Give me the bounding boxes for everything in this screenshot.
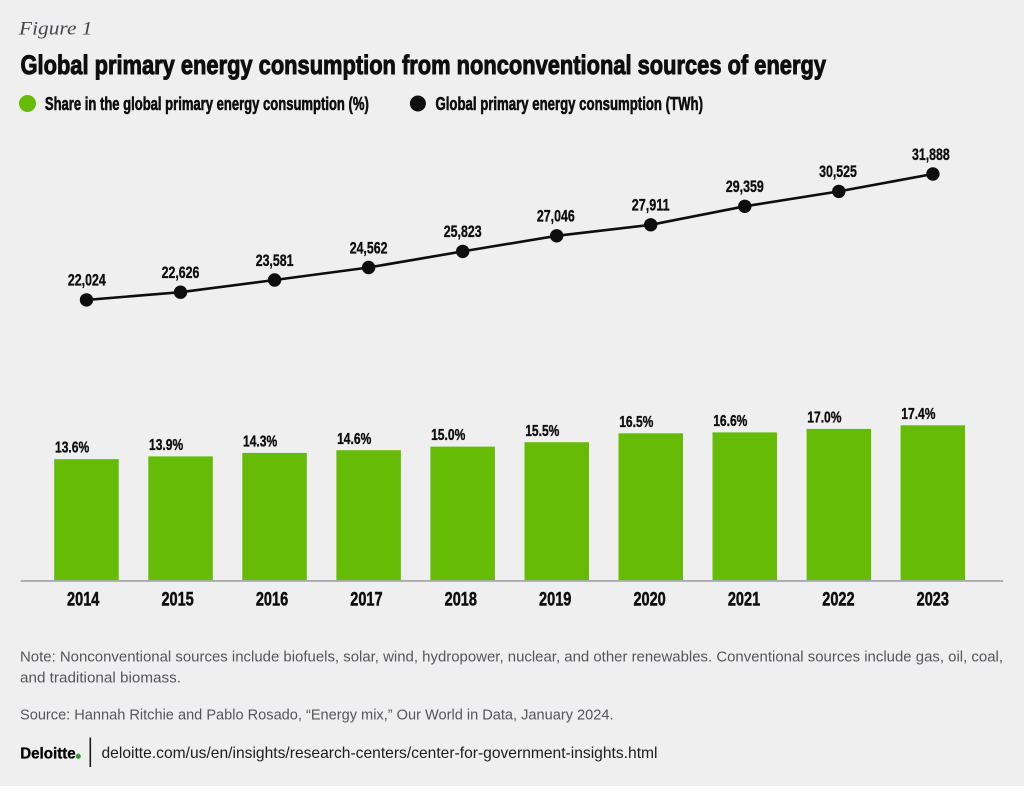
svg-text:14.6%: 14.6% xyxy=(337,431,371,448)
svg-text:2023: 2023 xyxy=(917,589,949,611)
svg-text:2021: 2021 xyxy=(728,589,760,611)
svg-text:22,024: 22,024 xyxy=(68,271,106,290)
svg-text:2016: 2016 xyxy=(256,589,288,611)
svg-text:27,911: 27,911 xyxy=(632,196,670,215)
svg-text:deloitte.com/us/en/insights/re: deloitte.com/us/en/insights/research-cen… xyxy=(102,745,658,762)
svg-text:16.5%: 16.5% xyxy=(619,414,653,431)
svg-text:2018: 2018 xyxy=(445,589,477,611)
svg-text:and traditional biomass.: and traditional biomass. xyxy=(20,670,181,687)
svg-text:14.3%: 14.3% xyxy=(243,434,277,451)
svg-text:23,581: 23,581 xyxy=(256,251,294,270)
svg-text:2015: 2015 xyxy=(161,589,193,611)
svg-text:31,888: 31,888 xyxy=(912,145,950,164)
svg-text:22,626: 22,626 xyxy=(162,263,200,282)
svg-text:Deloitte: Deloitte xyxy=(20,746,76,763)
svg-text:Figure 1: Figure 1 xyxy=(18,19,93,40)
svg-text:Global primary energy consumpt: Global primary energy consumption from n… xyxy=(21,50,827,80)
svg-text:13.6%: 13.6% xyxy=(55,440,89,457)
svg-text:2017: 2017 xyxy=(350,589,382,611)
svg-text:Source: Hannah Ritchie and Pab: Source: Hannah Ritchie and Pablo Rosado,… xyxy=(20,706,614,723)
svg-text:25,823: 25,823 xyxy=(444,222,482,241)
svg-text:15.0%: 15.0% xyxy=(431,427,465,444)
svg-text:Share in the global primary en: Share in the global primary energy consu… xyxy=(45,94,369,114)
svg-text:2022: 2022 xyxy=(822,589,854,611)
svg-text:2019: 2019 xyxy=(539,589,571,611)
svg-text:29,359: 29,359 xyxy=(726,177,764,196)
svg-text:30,525: 30,525 xyxy=(819,162,857,181)
svg-text:24,562: 24,562 xyxy=(350,238,388,257)
svg-text:16.6%: 16.6% xyxy=(713,413,747,430)
svg-text:27,046: 27,046 xyxy=(537,207,575,226)
svg-text:2020: 2020 xyxy=(633,589,665,611)
svg-text:17.0%: 17.0% xyxy=(807,410,841,427)
svg-text:2014: 2014 xyxy=(67,589,99,611)
svg-text:15.5%: 15.5% xyxy=(525,423,559,440)
svg-text:Note: Nonconventional sources: Note: Nonconventional sources include bi… xyxy=(20,649,1003,666)
svg-text:17.4%: 17.4% xyxy=(901,406,935,423)
svg-text:Global primary energy consumpt: Global primary energy consumption (TWh) xyxy=(436,94,704,114)
svg-text:13.9%: 13.9% xyxy=(149,437,183,454)
